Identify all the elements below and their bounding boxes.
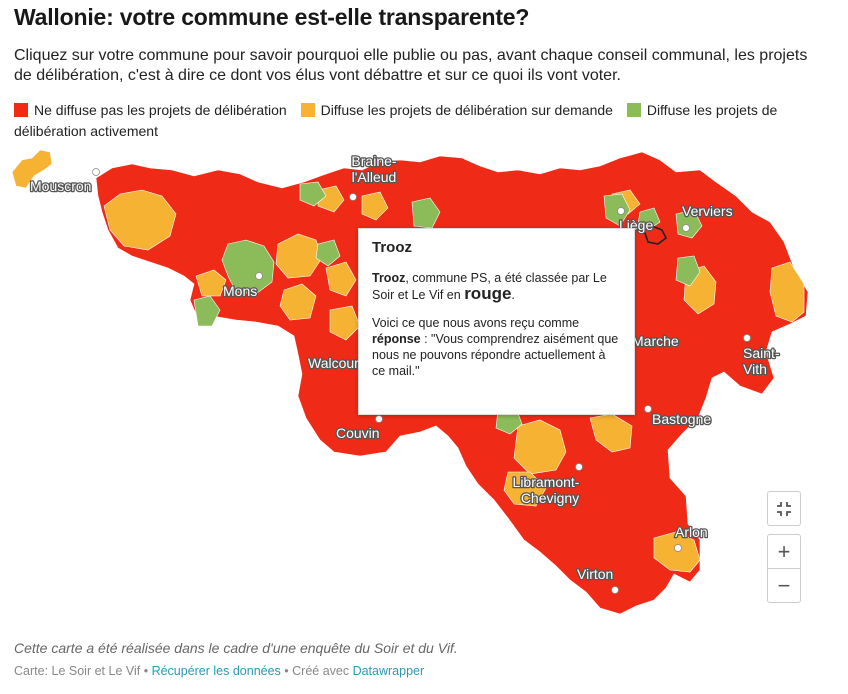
city-label-libramont: Libramont-Chevigny (513, 474, 580, 506)
city-label-couvin: Couvin (336, 425, 380, 441)
fullscreen-button[interactable] (768, 492, 800, 525)
fullscreen-control (767, 491, 801, 526)
map-region-green-2[interactable] (193, 295, 221, 327)
map-region-green-4[interactable] (411, 197, 441, 229)
datawrapper-link[interactable]: Datawrapper (352, 664, 425, 678)
legend-swatch-green (626, 103, 641, 117)
city-label-verviers: Verviers (682, 203, 733, 219)
tooltip-line1-mid: , commune PS, a été classée par Le Soir … (372, 271, 607, 302)
map-region-green-8[interactable] (675, 255, 701, 287)
legend-swatch-red (14, 103, 28, 117)
footer-source: Carte: Le Soir et Le Vif (14, 664, 141, 678)
tooltip-line1-end: . (511, 288, 515, 302)
city-dot-bastogne (644, 405, 652, 413)
map-region-green-6[interactable] (603, 193, 631, 227)
map-region-green-1[interactable] (221, 239, 275, 295)
map-note: Cette carte a été réalisée dans le cadre… (14, 640, 458, 656)
city-label-marche: Marche (632, 333, 679, 349)
tooltip-line2-start: Voici ce que nous avons reçu comme (372, 316, 580, 330)
tooltip-commune-name: Trooz (372, 271, 406, 285)
city-dot-braine-lalleud (349, 193, 357, 201)
city-label-arlon: Arlon (675, 524, 708, 540)
map-region-orange-14[interactable] (653, 531, 701, 573)
tooltip-response-label: réponse (372, 332, 421, 346)
map-region-orange-1[interactable] (103, 189, 177, 251)
zoom-in-button[interactable]: + (777, 538, 791, 564)
footer-sep2: • Créé avec (280, 664, 353, 678)
city-label-saint-vith: Saint-Vith (743, 345, 780, 377)
map-region-orange-12[interactable] (769, 261, 805, 323)
map-region-orange-8[interactable] (361, 191, 389, 221)
city-dot-mouscron (92, 168, 100, 176)
city-dot-virton (611, 586, 619, 594)
city-dot-verviers (682, 224, 690, 232)
map-region-orange-7[interactable] (317, 185, 345, 213)
map-region-orange-4[interactable] (325, 261, 357, 297)
tooltip-response-text: Voici ce que nous avons reçu comme répon… (372, 315, 621, 379)
city-dot-mons (255, 272, 263, 280)
footer-sep1: • (140, 664, 152, 678)
fullscreen-icon (777, 501, 791, 516)
zoom-out-button[interactable]: − (768, 568, 800, 602)
legend-label-orange: Diffuse les projets de délibération sur … (320, 102, 613, 118)
map-region-orange-6[interactable] (195, 269, 227, 297)
legend-swatch-orange (300, 103, 315, 117)
map-region-green-5[interactable] (315, 239, 341, 267)
map-region-trooz-selected[interactable] (643, 225, 668, 245)
map-title: Wallonie: votre commune est-elle transpa… (14, 4, 530, 30)
city-label-virton: Virton (577, 566, 613, 582)
legend: Ne diffuse pas les projets de délibérati… (14, 100, 824, 142)
commune-tooltip: Trooz Trooz, commune PS, a été classée p… (358, 228, 635, 415)
legend-label-red: Ne diffuse pas les projets de délibérati… (34, 102, 287, 118)
get-data-link[interactable]: Récupérer les données (151, 664, 281, 678)
tooltip-line2-end: : "Vous comprendrez aisément que nous ne… (372, 332, 619, 378)
map-region-orange-9[interactable] (513, 419, 567, 475)
city-label-walcourt: Walcourt (308, 355, 363, 371)
city-label-mons: Mons (223, 283, 257, 299)
map-region-orange-2[interactable] (275, 233, 323, 279)
map-region-orange-3[interactable] (279, 283, 317, 321)
map-description: Cliquez sur votre commune pour savoir po… (14, 47, 808, 84)
legend-item-red: Ne diffuse pas les projets de délibérati… (14, 102, 287, 118)
city-label-mouscron: Mouscron (30, 178, 91, 194)
tooltip-rating-text: Trooz, commune PS, a été classée par Le … (372, 270, 621, 303)
city-dot-arlon (674, 544, 682, 552)
legend-item-orange: Diffuse les projets de délibération sur … (300, 102, 613, 118)
map-region-green-3[interactable] (299, 181, 327, 207)
map-region-orange-5[interactable] (329, 305, 361, 341)
city-dot-saint-vith (743, 334, 751, 342)
map-region-mouscron[interactable] (11, 149, 53, 189)
tooltip-title: Trooz (372, 239, 412, 256)
map-region-green-7[interactable] (675, 209, 703, 239)
legend-label-green: Diffuse les projets de délibération acti… (14, 102, 778, 139)
map-region-orange-11[interactable] (503, 471, 547, 507)
city-label-braine-lalleud: Braine-l'Alleud (351, 153, 396, 185)
city-label-bastogne: Bastogne (652, 411, 711, 427)
zoom-control: + − (767, 534, 801, 603)
city-markers: Mouscron Braine-l'Alleud Liège Verviers … (29, 152, 781, 594)
footer: Carte: Le Soir et Le Vif • Récupérer les… (14, 664, 424, 678)
city-dot-libramont (575, 463, 583, 471)
city-dot-couvin (375, 415, 383, 423)
tooltip-rating: rouge (464, 284, 512, 303)
city-dot-liege (617, 207, 625, 215)
legend-item-green: Diffuse les projets de délibération acti… (14, 102, 777, 139)
